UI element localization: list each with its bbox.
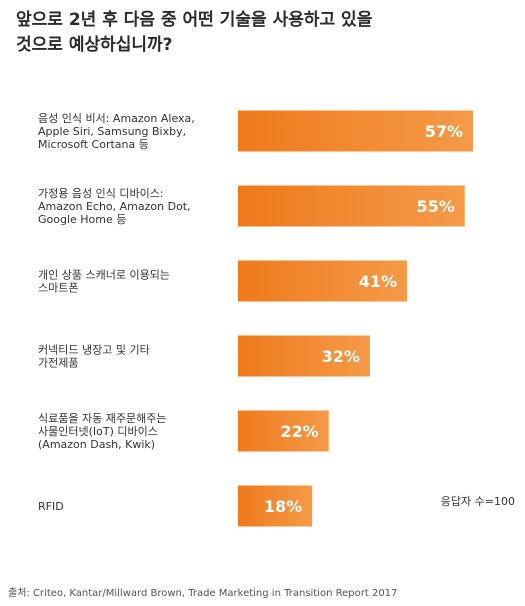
chart-title-line-2: 것으로 예상하십니까? [16, 35, 173, 55]
bars-group: 57% 55% 41% 32% 22% 18% [238, 110, 473, 527]
category-label-3-line-1: 개인 상품 스캐너로 이용되는 [38, 269, 170, 282]
bar-4 [238, 335, 370, 377]
chart-title-line-1: 앞으로 2년 후 다음 중 어떤 기술을 사용하고 있을 [16, 10, 373, 30]
bar-6 [238, 485, 313, 527]
category-label-2: 가정용 음성 인식 디바이스: Amazon Echo, Amazon Dot, G… [38, 187, 191, 226]
category-label-1-line-2: Apple Siri, Samsung Bixby, [38, 125, 186, 138]
category-label-5-line-2: 사물인터넷(IoT) 디바이스 [38, 425, 158, 438]
category-label-3-line-2: 스마트폰 [38, 282, 78, 295]
source-note: 출처: Criteo, Kantar/Millward Brown, Trade… [8, 588, 398, 599]
value-label-4: 32% [322, 347, 360, 366]
category-label-4-line-1: 커넥티드 냉장고 및 기타 [38, 344, 150, 357]
category-labels-group: 음성 인식 비서: Amazon Alexa, Apple Siri, Samsu… [38, 112, 195, 513]
respondents-note: 응답자 수=100 [441, 495, 515, 508]
category-label-1-line-1: 음성 인식 비서: Amazon Alexa, [38, 112, 195, 125]
category-label-2-line-2: Amazon Echo, Amazon Dot, [38, 200, 191, 213]
category-label-4: 커넥티드 냉장고 및 기타 가전제품 [38, 344, 150, 370]
category-label-5-line-3: (Amazon Dash, Kwik) [38, 438, 155, 451]
value-label-1: 57% [425, 122, 463, 141]
value-label-5: 22% [280, 422, 318, 441]
category-label-5-line-1: 식료품을 자동 재주문해주는 [38, 411, 166, 425]
category-label-1: 음성 인식 비서: Amazon Alexa, Apple Siri, Samsu… [38, 112, 195, 151]
category-label-3: 개인 상품 스캐너로 이용되는 스마트폰 [38, 269, 170, 295]
bar-5 [238, 410, 329, 452]
value-label-3: 41% [359, 272, 397, 291]
chart-title: 앞으로 2년 후 다음 중 어떤 기술을 사용하고 있을 것으로 예상하십니까? [16, 8, 516, 58]
category-label-6-line-1: RFID [38, 500, 64, 513]
bar-1 [238, 110, 473, 152]
category-label-1-line-3: Microsoft Cortana 등 [38, 138, 149, 151]
category-label-2-line-1: 가정용 음성 인식 디바이스: [38, 187, 164, 200]
value-label-6: 18% [264, 497, 302, 516]
category-label-4-line-2: 가전제품 [38, 357, 78, 370]
category-label-6: RFID [38, 500, 64, 513]
value-label-2: 55% [416, 197, 454, 216]
bar-3 [238, 260, 408, 302]
bar-2 [238, 185, 465, 227]
category-label-2-line-3: Google Home 등 [38, 213, 126, 226]
category-label-5: 식료품을 자동 재주문해주는 사물인터넷(IoT) 디바이스 (Amazon Das… [38, 411, 166, 451]
